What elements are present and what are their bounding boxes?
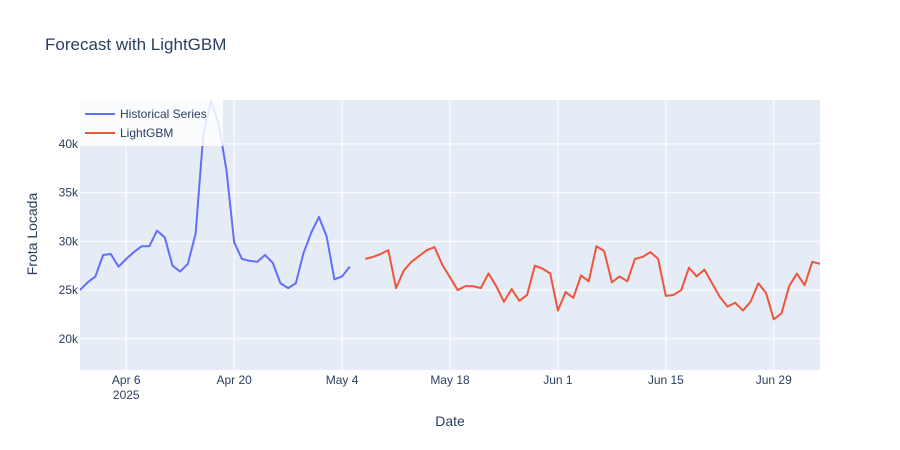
x-tick-label: Jun 1: [543, 373, 573, 387]
y-tick-label: 30k: [59, 234, 79, 248]
x-tick-label: May 4: [326, 373, 359, 387]
legend-box: [80, 100, 223, 146]
legend[interactable]: Historical Series LightGBM: [80, 100, 223, 146]
x-tick-label: May 18: [430, 373, 470, 387]
x-tick-label: Apr 20: [216, 373, 252, 387]
x-tick-label: Jun 29: [756, 373, 792, 387]
y-tick-label: 40k: [59, 137, 79, 151]
legend-item-label[interactable]: LightGBM: [120, 126, 173, 140]
y-tick-label: 35k: [59, 186, 79, 200]
chart-title: Forecast with LightGBM: [45, 35, 226, 54]
x-tick-sublabel: 2025: [113, 388, 140, 402]
series-line-lightgbm: [364, 245, 820, 321]
x-tick-label: Apr 6: [112, 373, 141, 387]
y-tick-label: 25k: [59, 283, 79, 297]
y-axis-title: Frota Locada: [24, 193, 40, 276]
x-tick-label: Jun 15: [648, 373, 684, 387]
grid-lines: [80, 100, 820, 370]
x-axis-title: Date: [435, 413, 465, 429]
y-tick-label: 20k: [59, 332, 79, 346]
legend-item-label[interactable]: Historical Series: [120, 107, 207, 121]
y-axis-ticks: 20k 25k 30k 35k 40k: [59, 137, 79, 346]
